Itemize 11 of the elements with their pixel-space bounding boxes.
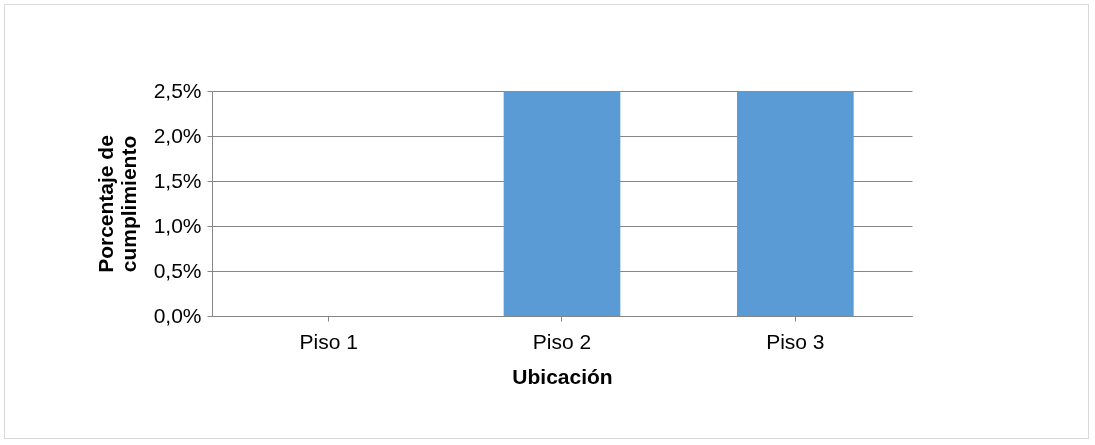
- y-tick-label: 0,0%: [153, 303, 202, 327]
- y-tick-label: 0,5%: [153, 258, 202, 282]
- y-tick-label: 1,5%: [153, 168, 202, 192]
- y-axis-title: Porcentaje de cumplimiento: [93, 135, 140, 273]
- y-tick-label: 2,0%: [153, 123, 202, 147]
- y-tick-label: 2,5%: [153, 78, 202, 102]
- x-axis-title: Ubicación: [512, 364, 613, 388]
- y-tick-label: 1,0%: [153, 213, 202, 237]
- x-tick-label: Piso 3: [766, 329, 825, 353]
- x-tick-label: Piso 2: [532, 329, 592, 353]
- x-tick-label: Piso 1: [299, 329, 358, 353]
